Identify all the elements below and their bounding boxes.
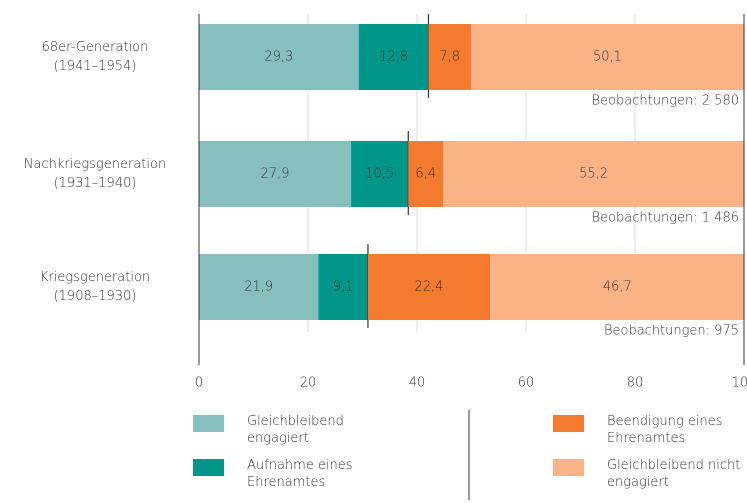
x-tick-label: 40 <box>409 376 426 391</box>
data-label: 50,1 <box>593 50 622 65</box>
category-label: 68er-Generation (1941–1954) <box>41 40 149 74</box>
bar-segment <box>443 141 744 207</box>
legend-label: Beendigung eines Ehrenamtes <box>607 414 723 446</box>
observations-note: Beobachtungen: 2 580 <box>592 94 739 109</box>
x-tick-label: 0 <box>195 376 203 391</box>
bar-segment <box>318 254 368 320</box>
data-label: 46,7 <box>603 280 632 295</box>
bar-segment <box>199 254 319 320</box>
legend-swatch <box>553 459 584 476</box>
data-label: 12,8 <box>379 50 408 65</box>
x-tick-label: 60 <box>518 376 535 391</box>
bar-segment <box>470 24 744 90</box>
data-label: 22,4 <box>415 280 444 295</box>
bar-segment <box>199 141 352 207</box>
x-tick-label: 20 <box>300 376 317 391</box>
data-label: 7,8 <box>439 50 460 65</box>
observations-note: Beobachtungen: 975 <box>604 324 739 339</box>
data-label: 55,2 <box>579 167 608 182</box>
legend-swatch <box>553 415 584 432</box>
data-label: 21,9 <box>244 280 273 295</box>
data-label: 29,3 <box>264 50 293 65</box>
observations-note: Beobachtungen: 1 486 <box>592 211 739 226</box>
bar-segment <box>490 254 745 320</box>
legend-label: Gleichbleibend nicht engagiert <box>607 458 741 490</box>
bar-segment <box>367 254 491 320</box>
bar-segment <box>199 24 359 90</box>
bar-segment <box>428 24 471 90</box>
legend-label: Gleichbleibend engagiert <box>247 414 344 446</box>
legend-label: Aufnahme eines Ehrenamtes <box>247 458 353 490</box>
bar-segment <box>351 141 409 207</box>
legend-swatch <box>193 459 224 476</box>
x-tick-label: 100 <box>732 376 747 391</box>
category-label: Nachkriegsgeneration (1931–1940) <box>23 157 167 191</box>
data-label: 6,4 <box>415 167 436 182</box>
data-label: 9,1 <box>333 280 354 295</box>
category-label: Kriegsgeneration (1908–1930) <box>39 270 151 304</box>
x-tick-label: 80 <box>627 376 644 391</box>
bar-segment <box>408 141 444 207</box>
data-label: 27,9 <box>261 167 290 182</box>
legend-swatch <box>193 415 224 432</box>
bar-segment <box>358 24 429 90</box>
data-label: 10,5 <box>365 167 394 182</box>
